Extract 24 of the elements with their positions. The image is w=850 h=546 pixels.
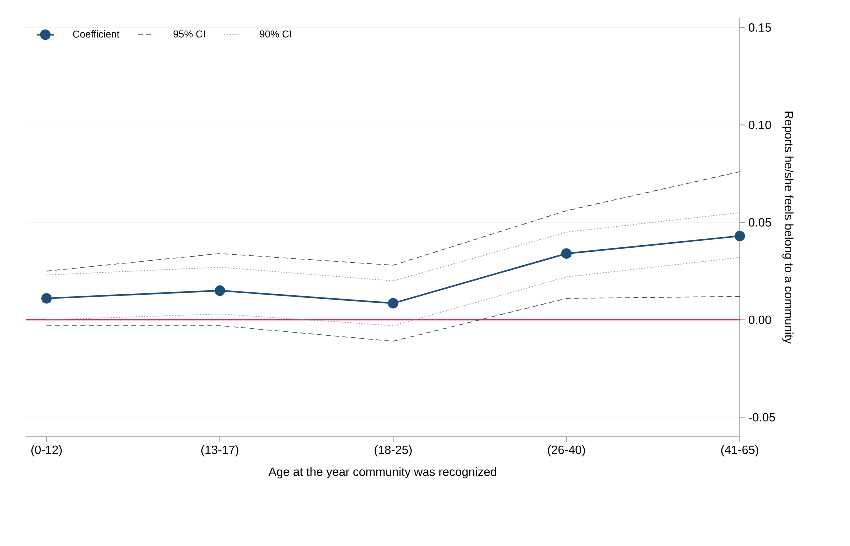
point bbox=[561, 248, 572, 260]
x-tick-label: (26-40) bbox=[548, 446, 586, 457]
line-series bbox=[46, 296, 740, 342]
line-series bbox=[46, 257, 740, 326]
legend-label: 95% CI bbox=[174, 30, 206, 38]
point bbox=[214, 286, 226, 296]
y-axis-title: Reports he/she feels belong to a community bbox=[782, 112, 794, 344]
x-tick-label: (0-12) bbox=[32, 446, 62, 457]
x-axis-title: Age at the year community was recognized bbox=[268, 467, 496, 479]
point bbox=[734, 230, 746, 242]
legend-label: Coefficient bbox=[73, 30, 120, 38]
point bbox=[42, 293, 52, 304]
legend-label: 90% CI bbox=[260, 30, 292, 38]
line-series bbox=[46, 172, 740, 272]
line-series bbox=[46, 212, 740, 282]
x-tick-label: (41-65) bbox=[721, 446, 759, 457]
x-tick-label: (18-25) bbox=[374, 446, 412, 457]
y-tick-label: 0.00 bbox=[748, 316, 772, 324]
y-tick-label: -0.05 bbox=[749, 413, 776, 422]
y-tick-label: 0.15 bbox=[748, 24, 772, 32]
x-tick-label: (13-17) bbox=[202, 446, 239, 457]
point bbox=[388, 298, 399, 309]
y-tick-label: 0.05 bbox=[748, 218, 772, 227]
y-tick-label: 0.10 bbox=[748, 120, 772, 130]
